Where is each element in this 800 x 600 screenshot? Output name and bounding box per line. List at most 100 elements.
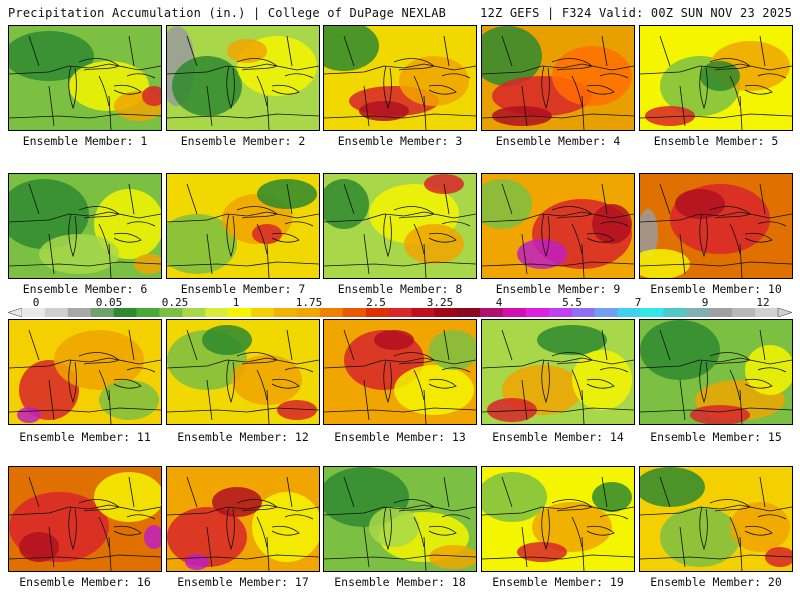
boundary-line	[9, 261, 161, 267]
boundary-line	[393, 58, 435, 71]
colorbar-tick-label: 0.25	[161, 296, 189, 309]
colorbar-tick-label: 4	[495, 296, 503, 309]
precip-map	[640, 174, 792, 278]
boundary-line	[9, 407, 161, 413]
boundary-line	[441, 221, 471, 227]
boundary-line	[167, 357, 319, 369]
boundary-line	[343, 35, 450, 130]
boundary-line	[324, 504, 476, 516]
boundary-line	[167, 113, 319, 119]
boundary-line	[9, 357, 161, 369]
boundary-line	[571, 75, 583, 107]
ensemble-member-map	[8, 173, 162, 279]
colorbar-swatch	[342, 308, 366, 317]
colorbar-swatch	[90, 308, 114, 317]
boundary-line	[659, 183, 766, 278]
boundary-line	[113, 232, 142, 243]
boundary-line	[28, 35, 135, 130]
precip-map	[640, 26, 792, 130]
boundary-line	[640, 63, 792, 75]
ensemble-member-map	[166, 173, 320, 279]
ensemble-member-label: Ensemble Member: 17	[177, 575, 309, 589]
precip-map	[9, 174, 161, 278]
boundary-line	[413, 75, 425, 107]
boundary-line	[640, 113, 792, 119]
colorbar-swatch	[136, 308, 160, 317]
boundary-line	[167, 211, 319, 223]
precip-contour	[532, 502, 612, 552]
precip-contour	[324, 179, 369, 229]
ensemble-member-map	[323, 173, 477, 279]
boundary-line	[428, 232, 457, 243]
boundary-line	[441, 514, 471, 520]
boundary-line	[167, 504, 319, 516]
ensemble-member-map	[323, 25, 477, 131]
boundary-line	[324, 357, 476, 369]
boundary-line	[126, 514, 156, 520]
ensemble-member-map	[166, 25, 320, 131]
colorbar-swatch	[434, 308, 458, 317]
boundary-line	[541, 506, 550, 551]
precip-contour	[640, 320, 720, 380]
ensemble-member-map	[8, 466, 162, 572]
boundary-line	[28, 329, 135, 424]
boundary-line	[482, 554, 634, 560]
boundary-line	[482, 211, 634, 223]
boundary-line	[226, 359, 235, 404]
precip-contour	[134, 254, 161, 274]
precip-contour	[487, 398, 537, 422]
precip-contour	[19, 532, 59, 562]
boundary-line	[271, 378, 300, 389]
precip-map	[324, 467, 476, 571]
boundary-line	[167, 554, 319, 560]
colorbar-tick-label: 1.75	[295, 296, 323, 309]
precip-colorbar: 0 0.05 0.25 1 1.75 2.5 3.25 4 5.5 7 9 12	[8, 296, 792, 320]
ensemble-member-map	[481, 466, 635, 572]
precip-map	[167, 174, 319, 278]
ensemble-member-label: Ensemble Member: 1	[22, 134, 148, 148]
boundary-line	[729, 75, 741, 107]
precip-map	[9, 320, 161, 424]
precip-contour	[257, 179, 317, 209]
boundary-line	[551, 58, 593, 71]
boundary-line	[551, 352, 593, 365]
boundary-line	[9, 504, 161, 516]
boundary-line	[571, 369, 583, 401]
boundary-line	[640, 504, 792, 516]
boundary-line	[324, 554, 476, 560]
boundary-line	[482, 63, 634, 75]
boundary-line	[383, 506, 392, 551]
boundary-line	[324, 211, 476, 223]
ensemble-member-label: Ensemble Member: 6	[22, 282, 148, 296]
precip-contour	[277, 400, 317, 420]
colorbar-swatch	[22, 308, 46, 317]
boundary-line	[226, 213, 235, 258]
ensemble-member-map	[639, 319, 793, 425]
ensemble-member-label: Ensemble Member: 16	[19, 575, 151, 589]
boundary-line	[256, 223, 268, 255]
boundary-line	[599, 73, 629, 79]
boundary-line	[78, 499, 120, 512]
colorbar-tick-label: 2.5	[366, 296, 386, 309]
boundary-line	[343, 183, 450, 278]
boundary-line	[256, 75, 268, 107]
colorbar-tick-label: 7	[634, 296, 642, 309]
boundary-line	[586, 525, 615, 536]
boundary-line	[324, 113, 476, 119]
precip-contour	[227, 39, 267, 63]
boundary-line	[640, 407, 792, 413]
precip-map	[167, 467, 319, 571]
precip-map	[324, 174, 476, 278]
colorbar-swatch	[44, 308, 69, 317]
boundary-line	[729, 223, 741, 255]
boundary-line	[640, 554, 792, 560]
colorbar-tick-label: 3.25	[426, 296, 454, 309]
ensemble-member-map	[639, 466, 793, 572]
boundary-line	[744, 232, 773, 243]
colorbar-swatch	[457, 308, 481, 317]
colorbar-swatch	[571, 308, 596, 317]
boundary-line	[186, 183, 293, 278]
boundary-line	[256, 516, 268, 548]
precip-contour	[592, 482, 632, 512]
ensemble-member-label: Ensemble Member: 10	[650, 282, 782, 296]
